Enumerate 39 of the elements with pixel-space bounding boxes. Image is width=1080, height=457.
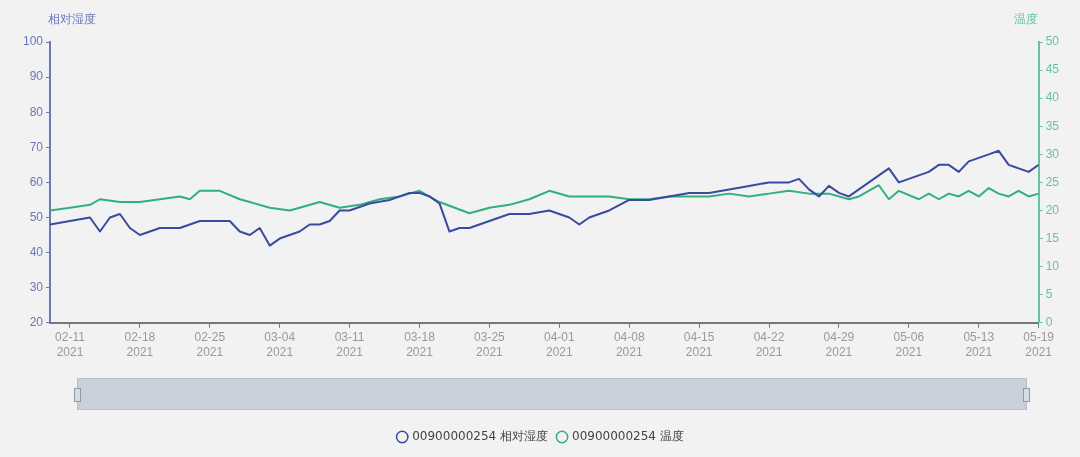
- y-tick-label: 50: [29, 209, 44, 224]
- y-axis-title: 相对湿度: [48, 12, 96, 27]
- x-tick-label: 03-04 2021: [264, 330, 296, 359]
- x-tick-label: 03-25 2021: [474, 330, 506, 359]
- legend-label: 00900000254 温度: [572, 429, 684, 444]
- y-tick-label: 30: [29, 280, 44, 295]
- y2-tick-label: 15: [1045, 230, 1060, 245]
- x-tick-label: 04-15 2021: [683, 330, 715, 359]
- x-tick-label: 02-11 2021: [55, 330, 86, 359]
- x-tick-label: 05-13 2021: [963, 330, 995, 359]
- x-tick-label: 02-25 2021: [194, 330, 226, 359]
- y2-tick-label: 20: [1045, 202, 1060, 217]
- x-tick-label: 04-29 2021: [823, 330, 855, 359]
- y-tick-label: 20: [29, 315, 44, 330]
- y2-tick-label: 40: [1045, 90, 1060, 105]
- legend-label: 00900000254 相对湿度: [412, 429, 548, 444]
- y2-tick-label: 0: [1045, 315, 1053, 330]
- y2-axis-title: 温度: [1014, 12, 1038, 27]
- x-tick-label: 03-11 2021: [334, 330, 365, 359]
- y-tick-label: 90: [29, 69, 44, 84]
- x-tick-label: 02-18 2021: [124, 330, 156, 359]
- y-tick-label: 100: [22, 34, 44, 49]
- y2-tick-label: 10: [1045, 258, 1060, 273]
- x-tick-label: 03-18 2021: [404, 330, 436, 359]
- y2-tick-label: 5: [1045, 287, 1053, 302]
- x-tick-label: 04-01 2021: [543, 330, 575, 359]
- y2-tick-label: 25: [1045, 174, 1060, 189]
- y-tick-label: 80: [29, 104, 44, 119]
- x-tick-label: 05-06 2021: [893, 330, 925, 359]
- x-tick-label: 05-19 2021: [1023, 330, 1055, 359]
- y2-tick-label: 30: [1045, 146, 1060, 161]
- y-tick-label: 70: [29, 139, 44, 154]
- x-tick-label: 04-08 2021: [613, 330, 645, 359]
- y2-tick-label: 50: [1045, 34, 1060, 49]
- x-tick-label: 04-22 2021: [753, 330, 785, 359]
- y-tick-label: 60: [29, 174, 44, 189]
- y2-tick-label: 45: [1045, 62, 1060, 77]
- y-tick-label: 40: [29, 244, 44, 259]
- y2-tick-label: 35: [1045, 118, 1060, 133]
